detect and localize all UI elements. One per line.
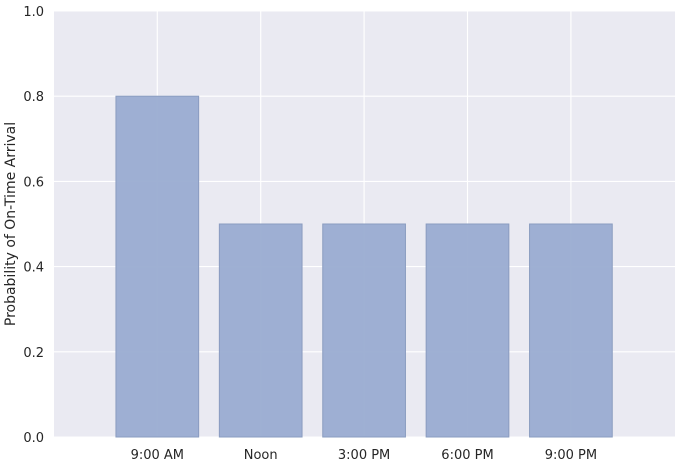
x-tick-label: 9:00 PM xyxy=(545,448,597,463)
x-tick-label: 3:00 PM xyxy=(338,448,390,463)
x-tick-label: 9:00 AM xyxy=(131,448,184,463)
y-tick-label: 0.6 xyxy=(23,175,44,190)
y-tick-labels: 0.0 0.2 0.4 0.6 0.8 1.0 xyxy=(23,5,44,446)
bar xyxy=(218,223,303,438)
x-tick-label: Noon xyxy=(244,448,278,463)
y-axis-label: Probability of On-Time Arrival xyxy=(3,122,19,326)
bar xyxy=(529,223,613,438)
y-tick-label: 0.0 xyxy=(23,431,44,446)
bars xyxy=(115,95,613,438)
bar xyxy=(322,223,406,438)
bar xyxy=(115,95,200,438)
x-tick-label: 6:00 PM xyxy=(441,448,493,463)
y-tick-label: 1.0 xyxy=(23,5,44,20)
bar xyxy=(425,223,510,438)
y-tick-label: 0.2 xyxy=(23,346,44,361)
y-tick-label: 0.4 xyxy=(23,261,44,276)
x-tick-labels: 9:00 AM Noon 3:00 PM 6:00 PM 9:00 PM xyxy=(131,448,598,463)
y-tick-label: 0.8 xyxy=(23,90,44,105)
